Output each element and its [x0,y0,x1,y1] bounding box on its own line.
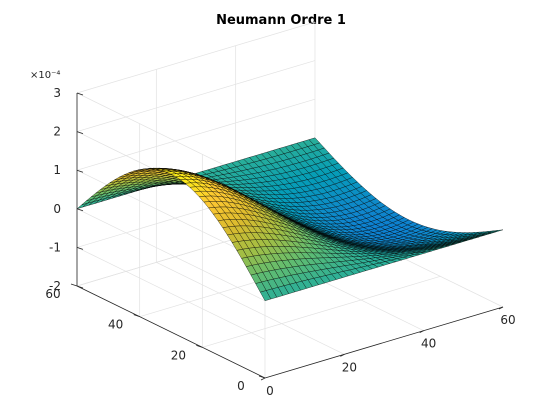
back-wall-grid-line [76,98,316,171]
x-tick-label: 0 [266,384,274,398]
x-axis-line [264,306,504,379]
z-tick-mark [76,92,84,96]
z-tick-label: -2 [49,279,61,293]
z-tick-label: 1 [53,163,61,177]
surface-mesh [76,137,504,302]
x-tick-label: 40 [421,337,436,351]
z-tick-mark [76,208,84,212]
y-axis-line [76,285,266,379]
z-tick-mark [76,285,84,289]
x-tick-mark [419,330,424,334]
z-tick-label: -1 [49,240,61,254]
back-wall-grid-line [76,60,316,132]
floor-grid-line [202,275,441,348]
y-tick-mark [258,375,266,379]
z-tick-mark [76,169,84,173]
back-wall-grid-line [76,21,316,94]
floor-grid-line [156,262,345,355]
x-tick-label: 60 [500,313,515,327]
axes [76,93,504,379]
x-tick-mark [260,377,266,381]
y-tick-mark [196,344,203,348]
y-tick-label: 20 [171,348,186,362]
x-tick-label: 20 [342,360,357,374]
left-wall-grid-line [76,247,266,340]
z-exponent-label: ×10⁻⁴ [30,70,60,81]
y-tick-label: 40 [108,318,123,332]
z-tick-label: 0 [53,202,61,216]
z-tick-mark [76,131,84,134]
y-tick-label: 60 [45,287,60,301]
left-wall-grid-line [76,208,266,302]
z-tick-label: 3 [53,86,61,100]
chart-title: Neumann Ordre 1 [216,13,346,28]
surface-patch [492,229,504,233]
y-tick-mark [133,314,140,318]
z-tick-label: 2 [53,125,61,139]
z-tick-mark [76,247,84,250]
x-tick-mark [340,353,345,357]
y-tick-mark [70,283,78,287]
y-tick-label: 0 [237,379,245,393]
x-tick-mark [498,306,504,310]
